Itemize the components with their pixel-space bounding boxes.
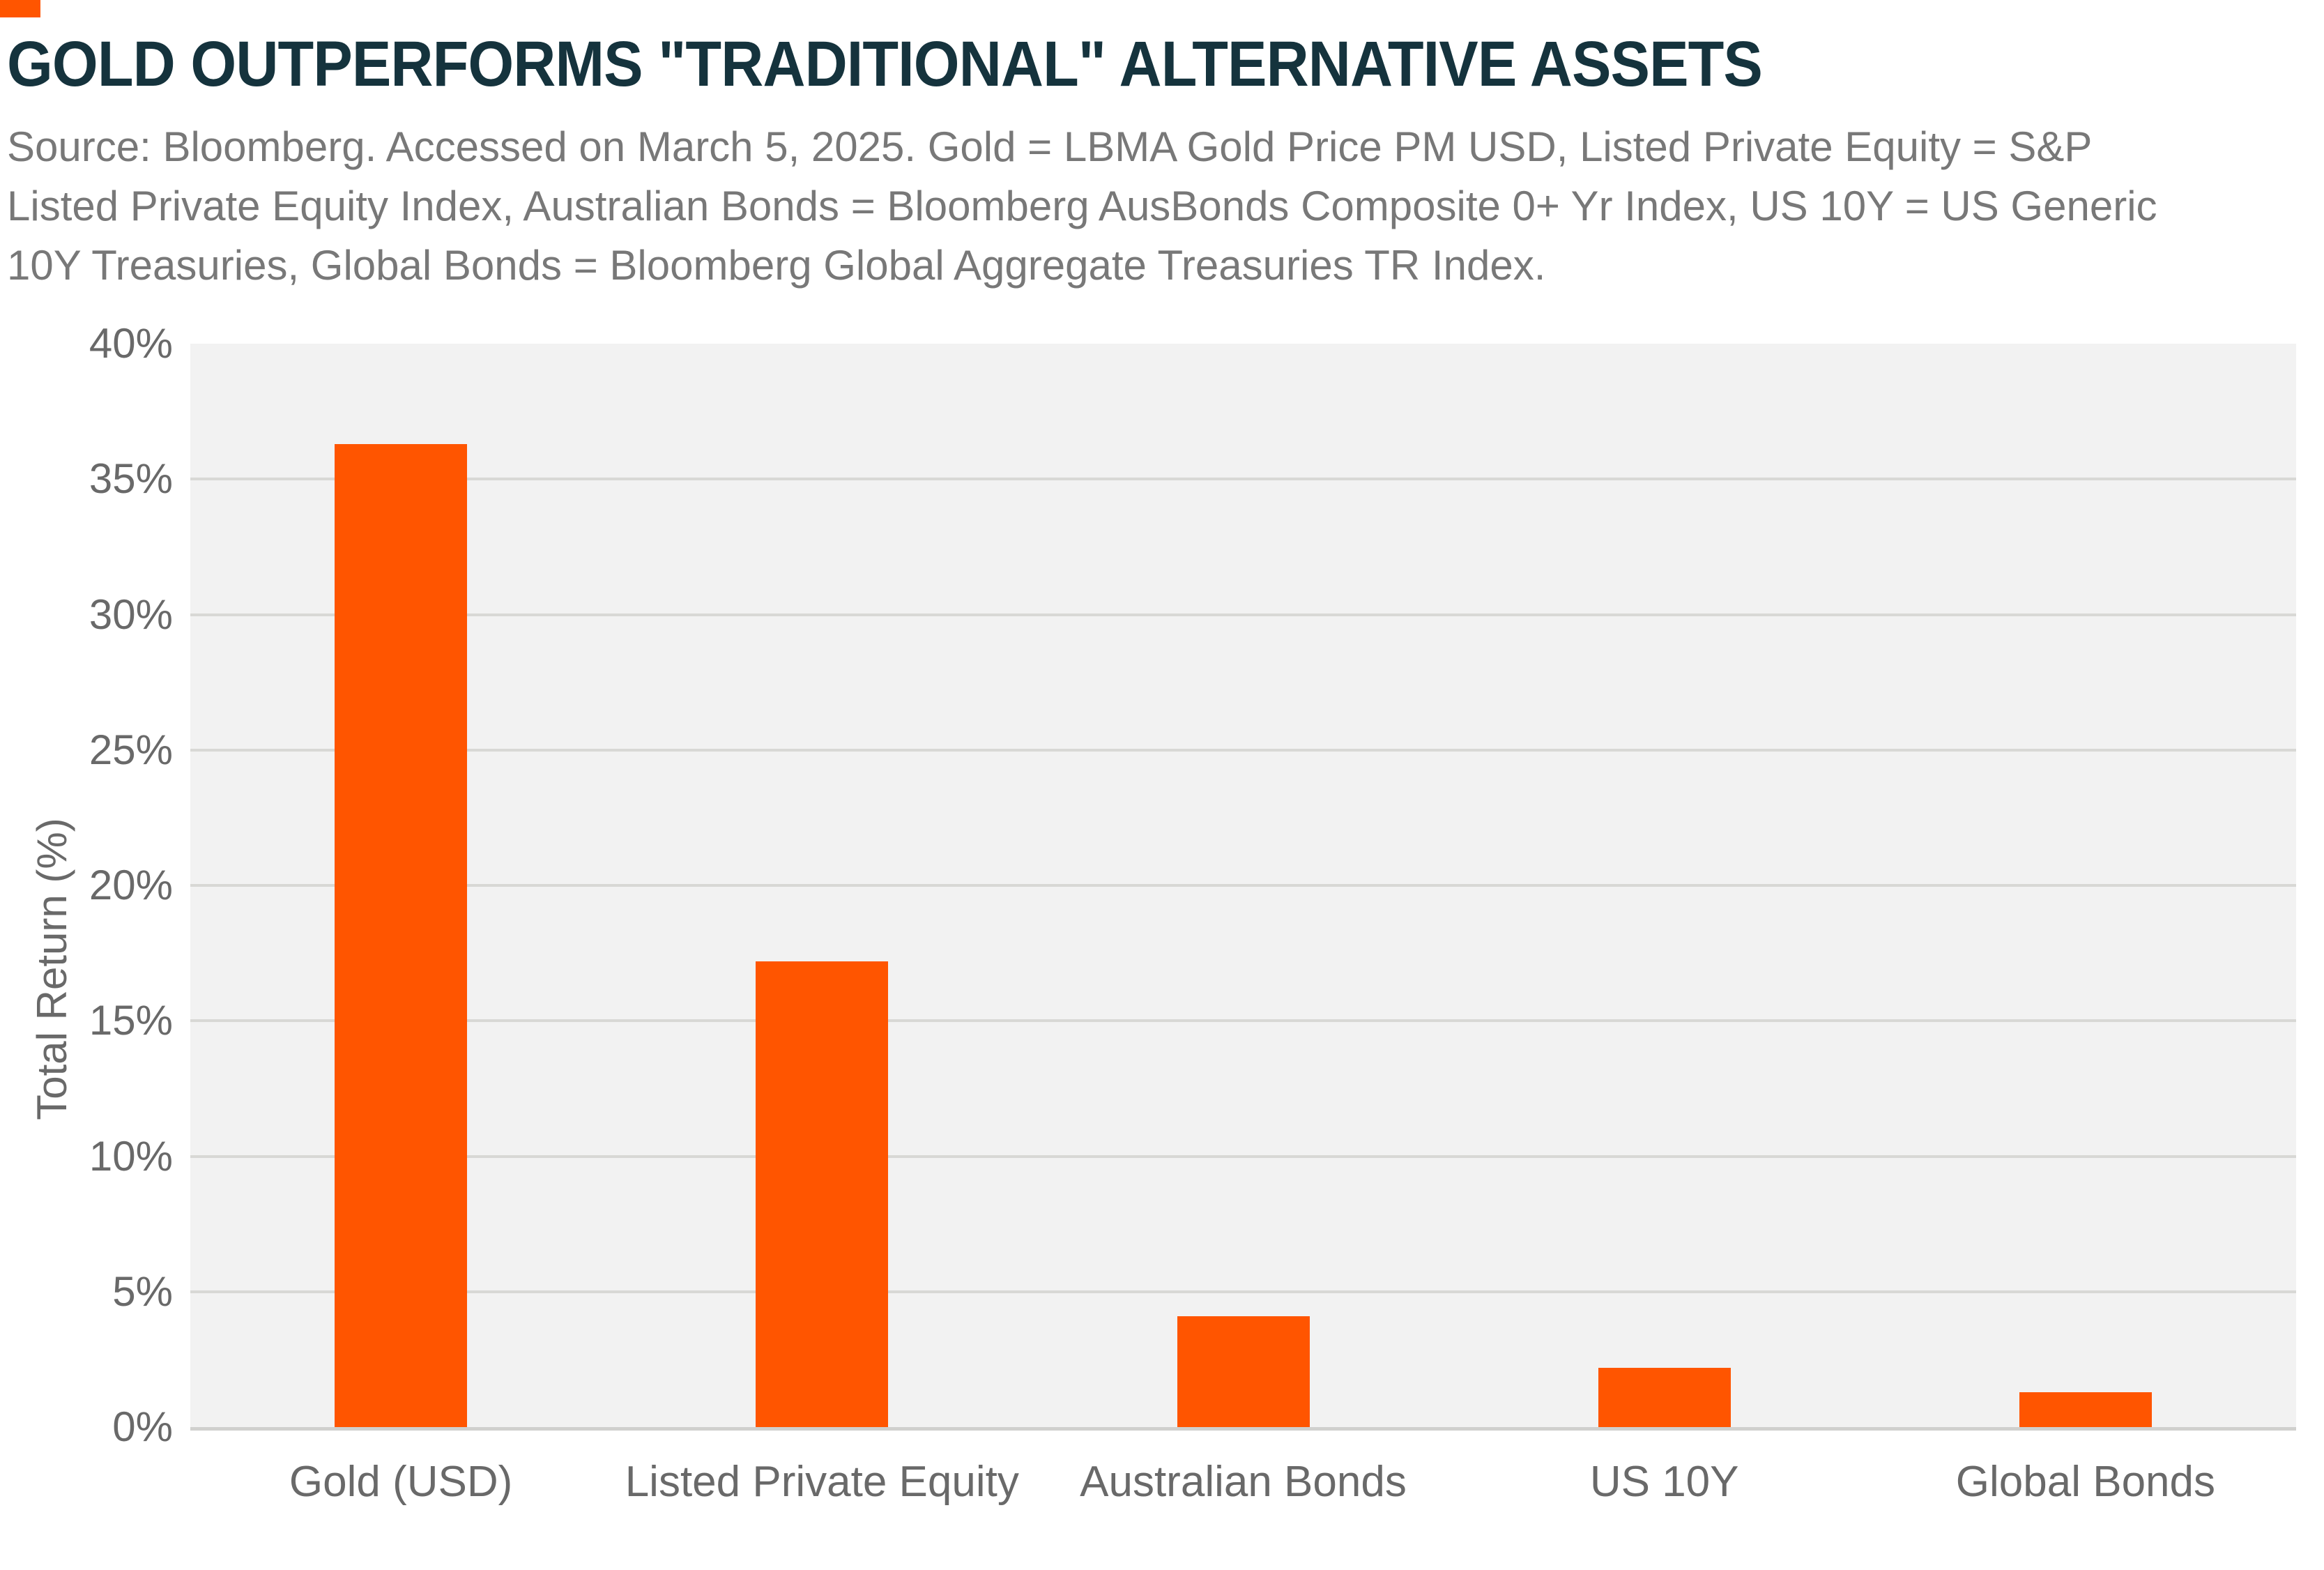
x-category-label-global-bonds: Global Bonds <box>1955 1458 2216 1506</box>
bar-global-bonds <box>2019 1392 2152 1427</box>
y-tick-label-10: 10% <box>89 1132 173 1180</box>
gridline-35 <box>190 478 2296 481</box>
source-line-1: Source: Bloomberg. Accessed on March 5, … <box>7 123 2093 170</box>
gridline-15 <box>190 1019 2296 1023</box>
x-category-label-australian-bonds: Australian Bonds <box>1080 1458 1407 1506</box>
page-title: GOLD OUTPERFORMS "TRADITIONAL" ALTERNATI… <box>7 29 1763 100</box>
gridline-25 <box>190 748 2296 752</box>
y-tick-label-25: 25% <box>89 726 173 773</box>
y-tick-label-20: 20% <box>89 862 173 908</box>
gridline-5 <box>190 1290 2296 1293</box>
x-axis-line <box>190 1427 2296 1431</box>
y-tick-label-35: 35% <box>89 455 173 503</box>
gridline-10 <box>190 1154 2296 1158</box>
source-line-2: Listed Private Equity Index, Australian … <box>7 183 2157 229</box>
bar-australian-bonds <box>1177 1316 1310 1427</box>
source-line-3: 10Y Treasuries, Global Bonds = Bloomberg… <box>7 242 1546 289</box>
y-tick-label-30: 30% <box>89 590 173 638</box>
bar-listed-private-equity <box>756 961 889 1427</box>
x-category-label-listed-private-equity: Listed Private Equity <box>625 1458 1019 1506</box>
source-note: Source: Bloomberg. Accessed on March 5, … <box>7 117 2157 295</box>
y-tick-label-40: 40% <box>89 320 173 367</box>
bar-gold-usd <box>335 443 468 1427</box>
gridline-30 <box>190 613 2296 616</box>
y-tick-label-0: 0% <box>112 1403 173 1450</box>
gridline-20 <box>190 884 2296 887</box>
x-category-label-gold-usd: Gold (USD) <box>289 1458 513 1506</box>
x-category-label-us-10y: US 10Y <box>1589 1458 1739 1506</box>
bar-us-10y <box>1598 1367 1731 1427</box>
brand-corner-mark <box>0 0 40 17</box>
plot-area <box>190 344 2296 1431</box>
y-tick-label-15: 15% <box>89 997 173 1044</box>
y-tick-label-5: 5% <box>112 1267 173 1315</box>
